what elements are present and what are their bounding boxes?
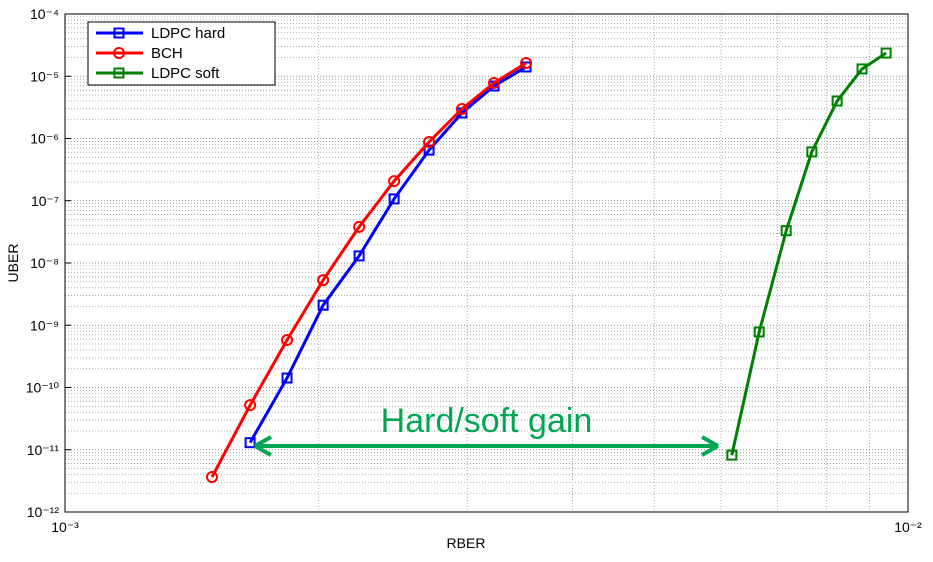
series-line	[210, 61, 527, 478]
marker	[753, 326, 765, 338]
legend-label: LDPC soft	[151, 65, 220, 82]
marker	[856, 63, 868, 75]
marker	[317, 274, 330, 287]
y-tick-label: 10⁻¹⁰	[26, 380, 60, 396]
marker	[423, 144, 435, 156]
y-tick-label: 10⁻¹¹	[27, 442, 60, 458]
marker	[281, 333, 294, 346]
marker	[880, 47, 892, 59]
marker	[423, 135, 436, 148]
arrow-head	[701, 435, 719, 457]
marker	[806, 146, 818, 158]
y-tick-label: 10⁻⁸	[30, 255, 59, 271]
marker	[113, 27, 125, 39]
x-tick-label: 10⁻³	[51, 519, 79, 535]
marker	[205, 470, 218, 483]
marker	[113, 47, 125, 59]
y-tick-label: 10⁻⁴	[30, 6, 59, 22]
y-tick-label: 10⁻⁹	[30, 317, 59, 333]
y-tick-label: 10⁻⁷	[31, 193, 59, 209]
marker	[488, 76, 501, 89]
arrow-head	[254, 435, 272, 457]
marker	[455, 102, 468, 115]
x-axis-label: RBER	[447, 535, 486, 551]
marker	[353, 250, 365, 262]
marker	[244, 399, 257, 412]
marker	[317, 299, 329, 311]
y-axis-label: UBER	[5, 244, 21, 283]
legend-label: BCH	[151, 45, 183, 62]
series-line	[730, 51, 887, 456]
legend: LDPC hard BCH LDPC soft	[87, 21, 276, 86]
marker	[113, 67, 125, 79]
annotation: Hard/soft gain	[381, 402, 593, 440]
series-line	[248, 65, 527, 444]
y-tick-label: 10⁻⁵	[30, 68, 59, 84]
marker	[726, 449, 738, 461]
marker	[388, 175, 401, 188]
marker	[780, 225, 792, 237]
marker	[353, 220, 366, 233]
marker	[520, 57, 533, 70]
y-tick-label: 10⁻⁶	[30, 131, 59, 147]
x-tick-label: 10⁻²	[894, 519, 922, 535]
marker	[244, 437, 256, 449]
marker	[388, 193, 400, 205]
plot-frame	[64, 13, 909, 513]
legend-label: LDPC hard	[151, 25, 225, 42]
marker	[831, 95, 843, 107]
marker	[281, 372, 293, 384]
y-tick-label: 10⁻¹²	[27, 504, 60, 520]
